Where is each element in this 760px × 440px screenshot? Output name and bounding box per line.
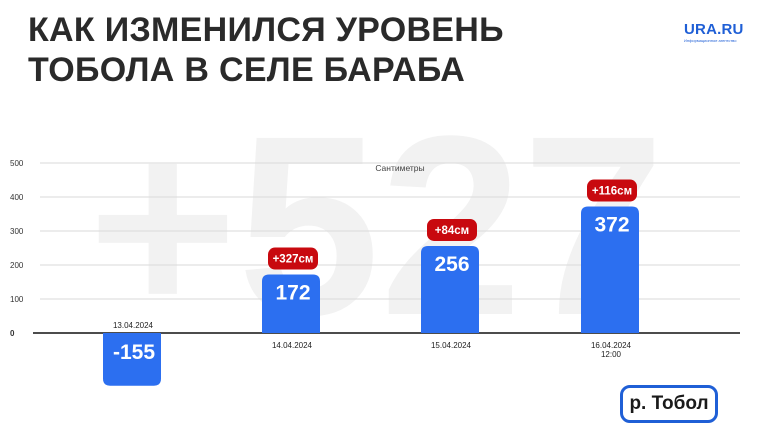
y-tick-label: 100	[10, 295, 24, 304]
x-tick-label: 13.04.2024	[113, 321, 154, 330]
y-tick-label: 0	[10, 329, 15, 338]
y-tick-label: 300	[10, 227, 24, 236]
delta-badge	[587, 179, 637, 202]
river-badge: р. Тобол	[620, 385, 718, 423]
bar-value-label: -155	[113, 341, 155, 364]
bar-value-label: 172	[275, 282, 310, 305]
total-change-watermark: +527	[88, 83, 665, 369]
x-tick-label: 14.04.2024	[272, 341, 313, 350]
delta-label: +116см	[592, 186, 632, 198]
y-tick-label: 200	[10, 261, 24, 270]
bar	[262, 274, 320, 333]
bar	[103, 333, 161, 386]
title-line-2: ТОБОЛА В СЕЛЕ БАРАБА	[28, 51, 466, 89]
ura-logo: URA.RU Информационное агентство	[684, 21, 744, 44]
delta-label: +327см	[273, 254, 314, 266]
delta-label: +84см	[435, 225, 469, 237]
logo-tagline: Информационное агентство	[684, 38, 737, 43]
bar	[581, 206, 639, 333]
x-tick-label: 16.04.2024	[591, 341, 632, 350]
logo-name: URA.RU	[684, 21, 744, 38]
x-tick-label: 15.04.2024	[431, 341, 472, 350]
bar-value-label: 372	[594, 214, 629, 237]
y-axis-label: Сантиметры	[375, 163, 424, 173]
y-tick-label: 400	[10, 193, 24, 202]
y-tick-label: 500	[10, 159, 24, 168]
page-title: КАК ИЗМЕНИЛСЯ УРОВЕНЬ ТОБОЛА В СЕЛЕ БАРА…	[28, 10, 504, 90]
bar	[421, 245, 479, 333]
delta-badge	[427, 218, 477, 241]
title-line-1: КАК ИЗМЕНИЛСЯ УРОВЕНЬ	[28, 11, 504, 49]
delta-badge	[268, 247, 318, 270]
x-tick-label: 12:00	[601, 350, 622, 359]
bar-value-label: 256	[434, 253, 469, 276]
